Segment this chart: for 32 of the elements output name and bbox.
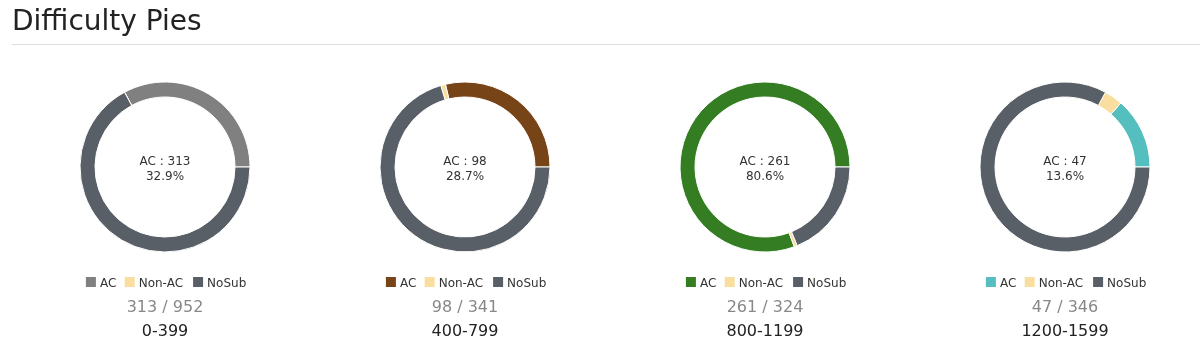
- text: AC : 313: [139, 154, 191, 168]
- text: AC : 98: [443, 154, 487, 168]
- text: AC : 261: [739, 154, 791, 168]
- legend-label: Non-AC: [1038, 275, 1084, 290]
- text: 80.6%: [745, 169, 785, 183]
- legend-label: Non-AC: [738, 275, 784, 290]
- text: 261 / 324: [726, 297, 804, 316]
- text: Difficulty Pies: [12, 4, 202, 37]
- donut-slice: [379, 85, 551, 253]
- text: 98 / 341: [431, 297, 499, 316]
- text: AC : 47: [1043, 154, 1087, 168]
- legend-label: NoSub: [1107, 275, 1147, 290]
- legend-label: AC: [99, 275, 117, 290]
- legend-label: NoSub: [807, 275, 847, 290]
- text: 313 / 952: [126, 297, 204, 316]
- text: 47 / 346: [1031, 297, 1099, 316]
- text: 0-399: [141, 321, 189, 340]
- legend-label: AC: [699, 275, 717, 290]
- text: 400-799: [431, 321, 499, 340]
- legend-label: Non-AC: [438, 275, 484, 290]
- legend-label: NoSub: [507, 275, 547, 290]
- text: 800-1199: [726, 321, 804, 340]
- legend-label: AC: [399, 275, 417, 290]
- donut-slice: [979, 81, 1151, 253]
- legend-label: NoSub: [207, 275, 247, 290]
- text: 28.7%: [445, 169, 485, 183]
- legend-label: AC: [999, 275, 1017, 290]
- legend-label: Non-AC: [138, 275, 184, 290]
- donut-slice: [679, 81, 851, 253]
- text: 32.9%: [145, 169, 185, 183]
- text: 13.6%: [1045, 169, 1085, 183]
- text: 1200-1599: [1021, 321, 1109, 340]
